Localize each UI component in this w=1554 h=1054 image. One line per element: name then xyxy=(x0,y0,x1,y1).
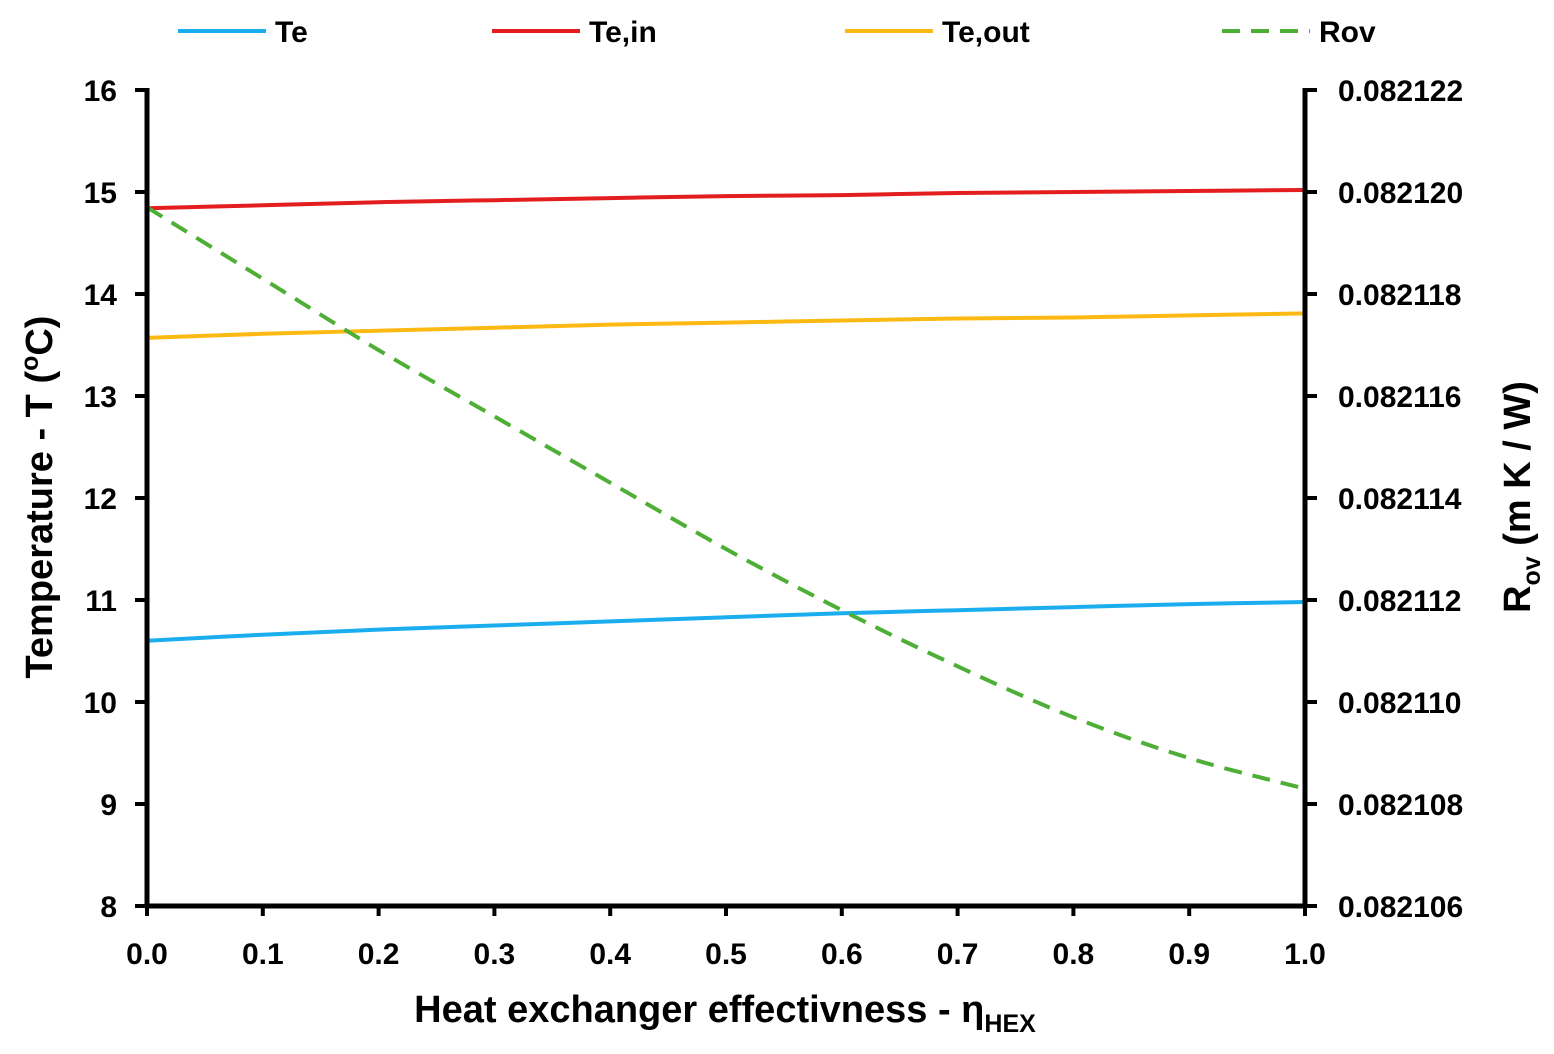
y-tick-label: 13 xyxy=(84,381,117,414)
x-tick-label: 0.0 xyxy=(126,938,168,971)
y2-tick-label: 0.082116 xyxy=(1338,381,1461,414)
legend: Te Te,in Te,out Rov xyxy=(178,16,1376,49)
y2-tick-label: 0.082112 xyxy=(1338,585,1461,618)
y-tick-label: 9 xyxy=(100,789,117,822)
legend-label-te: Te xyxy=(275,16,308,49)
y2-tick-label: 0.082114 xyxy=(1338,483,1462,516)
series-layer xyxy=(145,188,1306,791)
series-line-te xyxy=(146,600,1306,643)
x-tick-label: 0.4 xyxy=(589,938,631,971)
y-tick-label: 10 xyxy=(84,687,117,720)
y2-tick-label: 0.082120 xyxy=(1338,177,1463,210)
series-line-te-in xyxy=(146,188,1306,211)
y-tick-label: 16 xyxy=(84,75,117,108)
x-tick-label: 0.7 xyxy=(937,938,979,971)
y2-tick-label: 0.082108 xyxy=(1338,789,1463,822)
x-tick-label: 1.0 xyxy=(1284,938,1326,971)
y2-tick-label: 0.082110 xyxy=(1338,687,1461,720)
x-tick-label: 0.5 xyxy=(705,938,747,971)
y2-tick-label: 0.082118 xyxy=(1338,279,1461,312)
y2-axis-title: Rov (m K / W) xyxy=(1497,381,1546,613)
legend-label-te-out: Te,out xyxy=(942,16,1030,49)
y-tick-label: 11 xyxy=(85,585,117,618)
y2-tick-label: 0.082122 xyxy=(1338,75,1463,108)
y-axis-title: Temperature - T (oC) xyxy=(16,316,61,679)
y-tick-label: 12 xyxy=(84,483,117,516)
axes-layer: 0.0 0.1 0.2 0.3 0.4 0.5 0.6 0.7 0.8 0.9 1.0 8 9 10 11 1… xyxy=(84,75,1464,971)
x-tick-label: 0.2 xyxy=(358,938,400,971)
series-line-rov xyxy=(145,205,1306,791)
x-tick-label: 0.9 xyxy=(1168,938,1210,971)
series-line-te-out xyxy=(146,311,1306,340)
x-tick-label: 0.6 xyxy=(821,938,863,971)
x-tick-label: 0.1 xyxy=(242,938,284,971)
x-tick-label: 0.8 xyxy=(1053,938,1095,971)
legend-label-te-in: Te,in xyxy=(589,16,657,49)
x-tick-label: 0.3 xyxy=(474,938,516,971)
y-tick-label: 14 xyxy=(84,279,118,312)
y-tick-label: 15 xyxy=(84,177,117,210)
y-tick-label: 8 xyxy=(100,891,117,924)
legend-label-rov: Rov xyxy=(1319,16,1376,49)
x-axis-title: Heat exchanger effectivness - ηHEX xyxy=(414,989,1036,1038)
y2-tick-label: 0.082106 xyxy=(1338,891,1463,924)
